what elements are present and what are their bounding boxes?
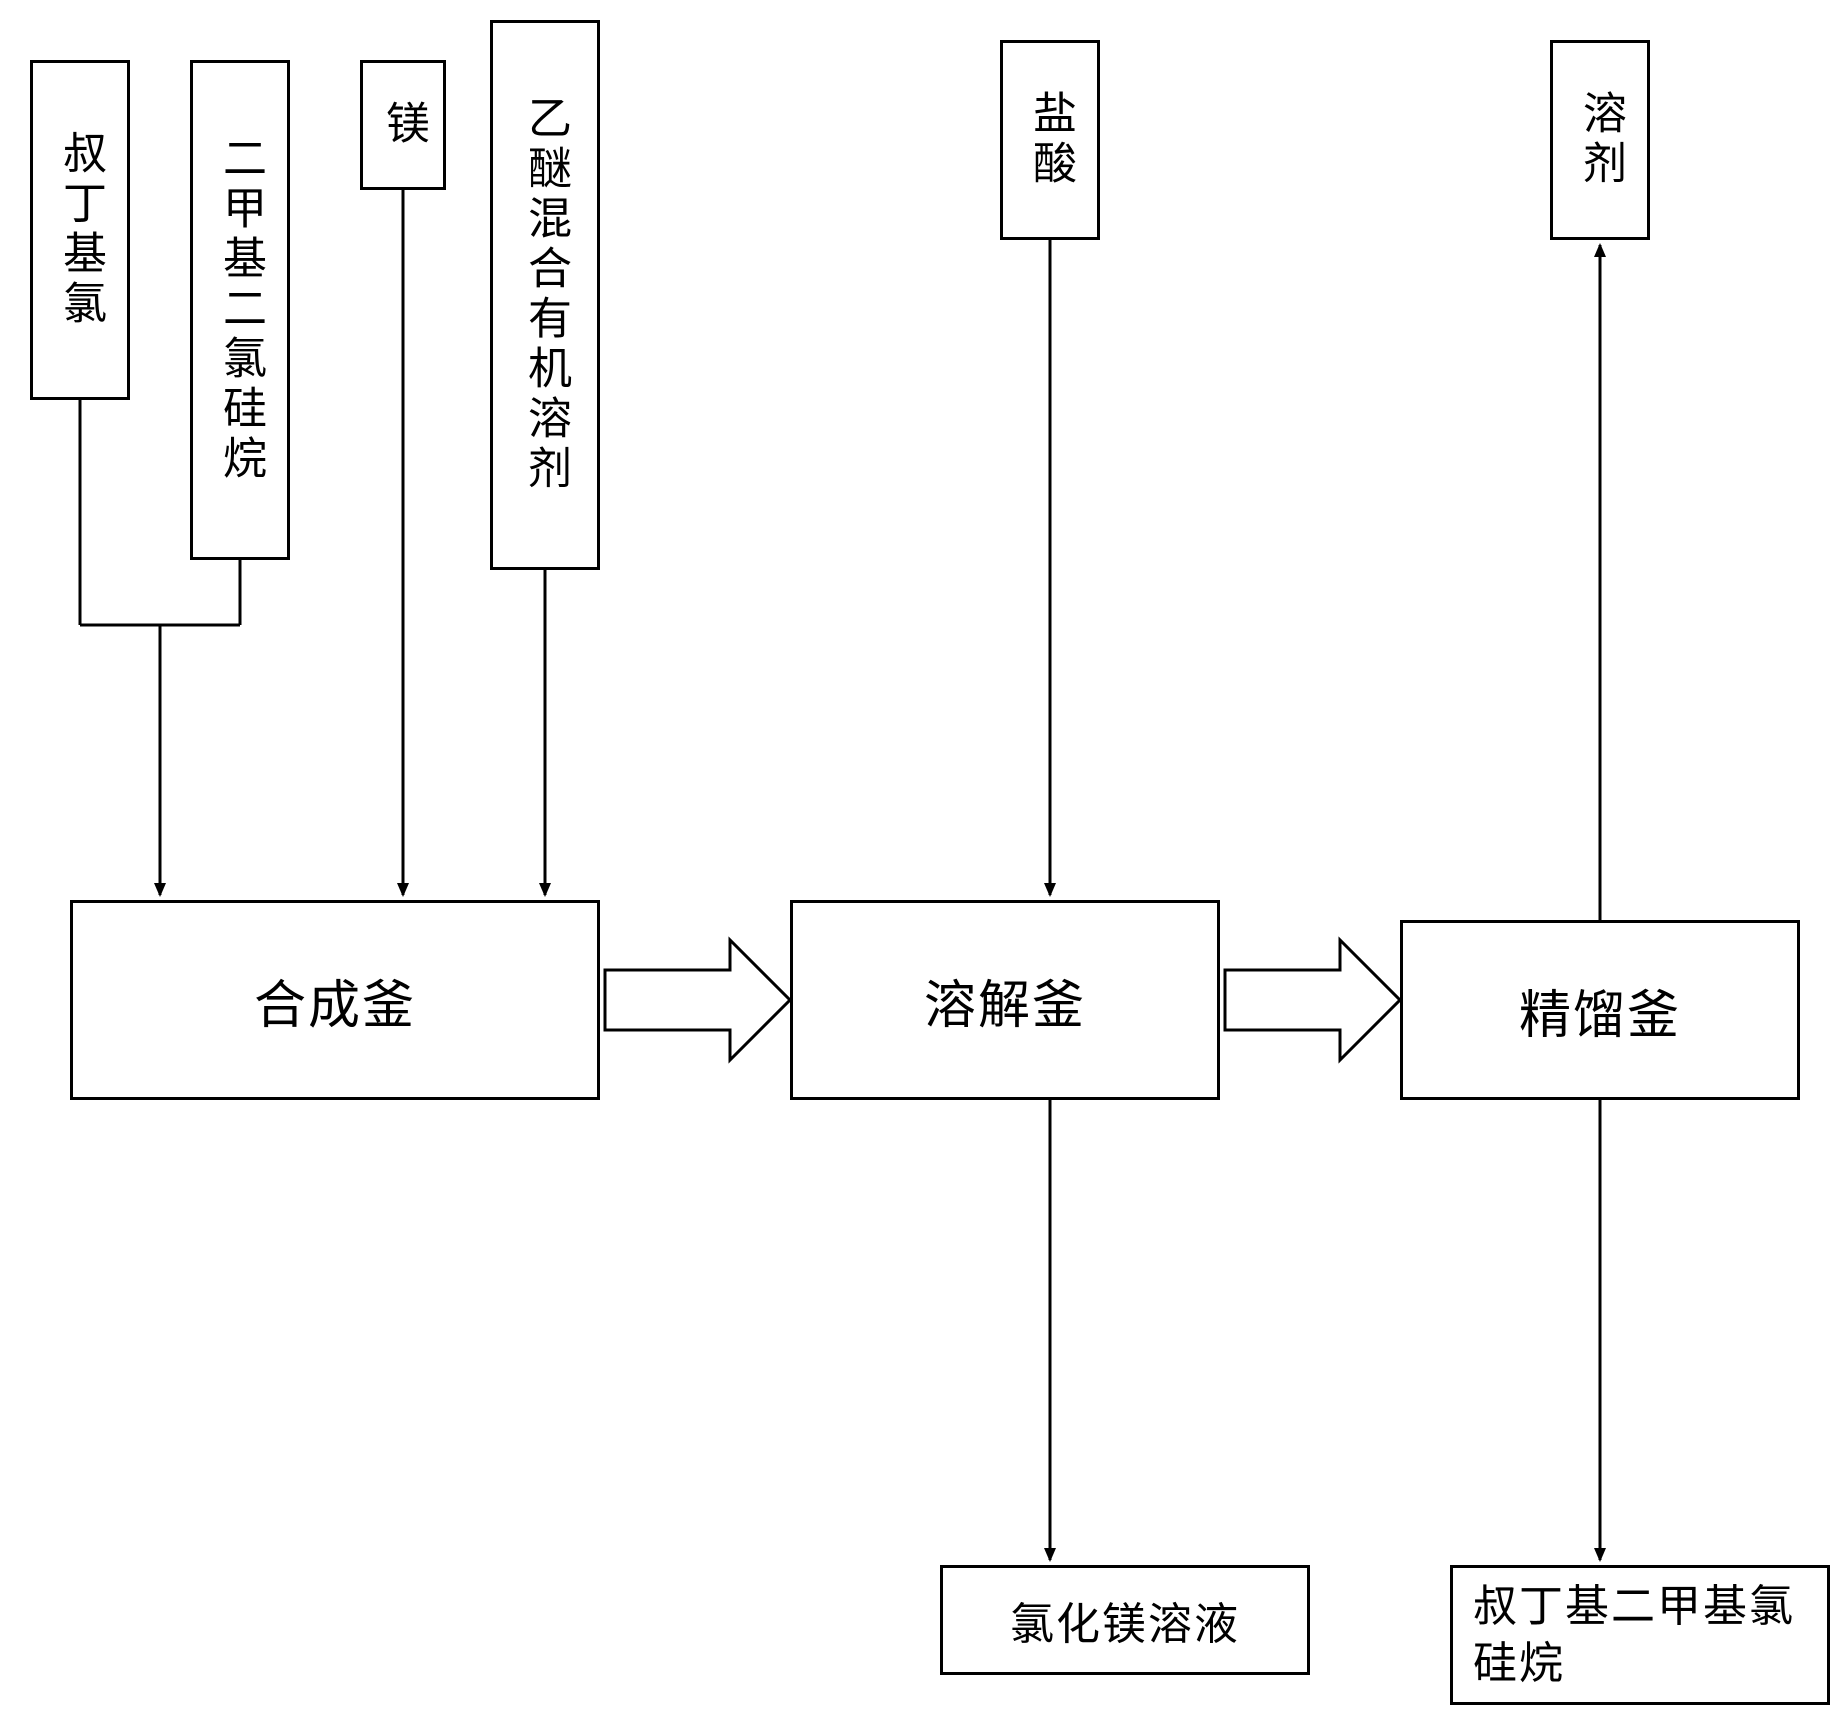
process-label-1: 合成釜	[254, 963, 416, 1038]
input-label-4: 乙醚混合有机溶剂	[513, 95, 577, 495]
input-label-3: 镁	[371, 100, 435, 150]
input-label-2: 二甲基二氯硅烷	[208, 135, 272, 485]
output-box-2: 叔丁基二甲基氯硅烷	[1450, 1565, 1830, 1705]
block-arrow-2	[1225, 940, 1400, 1060]
block-arrow-1	[605, 940, 790, 1060]
process-label-2: 溶解釜	[924, 963, 1086, 1038]
input-box-4: 乙醚混合有机溶剂	[490, 20, 600, 570]
process-box-2: 溶解釜	[790, 900, 1220, 1100]
input-label-5: 盐酸	[1018, 90, 1082, 190]
input-box-6: 溶剂	[1550, 40, 1650, 240]
process-box-1: 合成釜	[70, 900, 600, 1100]
input-box-5: 盐酸	[1000, 40, 1100, 240]
input-label-1: 叔丁基氯	[48, 130, 112, 330]
input-label-6: 溶剂	[1568, 90, 1632, 190]
output-box-1: 氯化镁溶液	[940, 1565, 1310, 1675]
input-box-1: 叔丁基氯	[30, 60, 130, 400]
input-box-2: 二甲基二氯硅烷	[190, 60, 290, 560]
input-box-3: 镁	[360, 60, 446, 190]
output-label-2: 叔丁基二甲基氯硅烷	[1473, 1578, 1807, 1692]
process-label-3: 精馏釜	[1519, 973, 1681, 1048]
process-box-3: 精馏釜	[1400, 920, 1800, 1100]
output-label-1: 氯化镁溶液	[1010, 1588, 1240, 1652]
